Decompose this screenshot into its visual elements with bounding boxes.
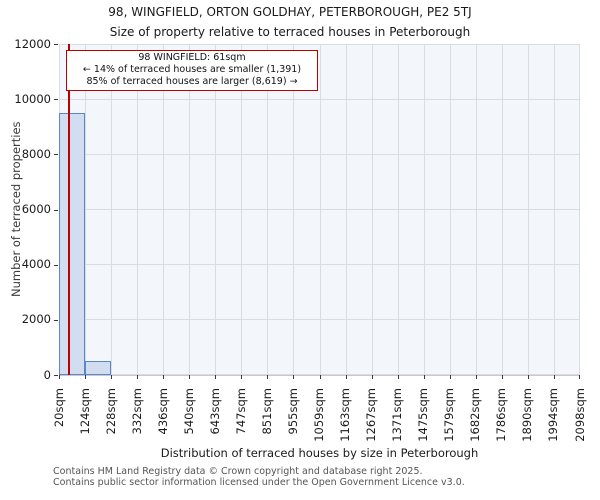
tick-mark <box>59 375 60 379</box>
gridline <box>111 44 113 375</box>
annotation-larger-stat: 85% of terraced houses are larger (8,619… <box>86 76 298 88</box>
gridline <box>85 44 87 375</box>
tick-mark <box>449 375 451 379</box>
tick-mark <box>293 375 295 379</box>
gridline <box>579 44 580 375</box>
gridline <box>527 44 529 375</box>
y-tick-label: 4000 <box>21 257 51 272</box>
y-tick-label: 2000 <box>21 312 51 327</box>
tick-mark <box>267 375 269 379</box>
tick-mark <box>215 375 217 379</box>
x-tick-label: 20sqm <box>51 388 66 428</box>
x-tick-label: 1579sqm <box>442 388 457 442</box>
tick-mark <box>54 44 58 45</box>
tick-mark <box>345 375 347 379</box>
gridline <box>267 44 269 375</box>
gridline <box>241 44 243 375</box>
tick-mark <box>137 375 139 379</box>
annotation-box: 98 WINGFIELD: 61sqm ← 14% of terraced ho… <box>66 50 318 92</box>
x-tick-label: 1786sqm <box>494 388 509 442</box>
x-tick-label: 851sqm <box>259 388 274 435</box>
tick-mark <box>54 375 58 376</box>
x-tick-label: 332sqm <box>129 388 144 435</box>
y-tick-label: 12000 <box>14 36 51 51</box>
footer-attribution-hmlr: Contains HM Land Registry data © Crown c… <box>53 466 423 477</box>
gridline <box>371 44 373 375</box>
y-tick-label: 10000 <box>14 91 51 106</box>
y-tick-label: 0 <box>43 367 51 382</box>
tick-mark <box>397 375 399 379</box>
x-tick-label: 1682sqm <box>468 388 483 442</box>
x-tick-label: 1371sqm <box>390 388 405 442</box>
plot-area: 98 WINGFIELD: 61sqm ← 14% of terraced ho… <box>59 44 580 375</box>
x-tick-label: 124sqm <box>77 388 92 435</box>
y-axis-tick-labels: 0 2000 4000 6000 8000 10000 12000 <box>0 37 51 382</box>
gridline <box>137 44 139 375</box>
tick-mark <box>579 375 580 379</box>
chart-subtitle: Size of property relative to terraced ho… <box>109 24 471 39</box>
tick-mark <box>319 375 321 379</box>
tick-mark <box>527 375 529 379</box>
tick-mark <box>54 209 58 211</box>
gridline <box>163 44 165 375</box>
x-tick-label: 1475sqm <box>416 388 431 442</box>
footer-attribution-ogl: Contains public sector information licen… <box>53 477 465 488</box>
gridline <box>397 44 399 375</box>
x-tick-label: 1994sqm <box>546 388 561 442</box>
tick-mark <box>475 375 477 379</box>
gridline <box>553 44 555 375</box>
subject-size-marker-line <box>68 44 71 375</box>
x-tick-label: 436sqm <box>155 388 170 435</box>
tick-mark <box>54 264 58 266</box>
x-tick-label: 643sqm <box>207 388 222 435</box>
gridline <box>423 44 425 375</box>
x-tick-label: 2098sqm <box>572 388 587 442</box>
histogram-bar <box>59 112 86 375</box>
gridline <box>189 44 191 375</box>
tick-mark <box>553 375 555 379</box>
x-tick-label: 1163sqm <box>338 388 353 442</box>
footer-attribution: Contains HM Land Registry data © Crown c… <box>53 466 465 488</box>
x-tick-label: 1890sqm <box>520 388 535 442</box>
x-tick-label: 540sqm <box>181 388 196 435</box>
tick-mark <box>371 375 373 379</box>
tick-mark <box>501 375 503 379</box>
tick-mark <box>423 375 425 379</box>
histogram-bar <box>85 361 112 375</box>
gridline <box>293 44 295 375</box>
tick-mark <box>54 99 58 101</box>
gridline <box>501 44 503 375</box>
tick-mark <box>54 154 58 156</box>
tick-mark <box>163 375 165 379</box>
annotation-title: 98 WINGFIELD: 61sqm <box>138 52 246 63</box>
title-block: 98, WINGFIELD, ORTON GOLDHAY, PETERBOROU… <box>0 3 580 42</box>
gridline <box>449 44 451 375</box>
y-tick-label: 6000 <box>21 202 51 216</box>
gridline <box>215 44 217 375</box>
tick-mark <box>241 375 243 379</box>
x-tick-label: 1267sqm <box>364 388 379 442</box>
x-tick-label: 1059sqm <box>312 388 326 442</box>
x-tick-label: 228sqm <box>103 388 118 435</box>
x-tick-label: 747sqm <box>233 388 248 435</box>
gridline <box>475 44 477 375</box>
chart-title: 98, WINGFIELD, ORTON GOLDHAY, PETERBOROU… <box>108 5 472 19</box>
gridline <box>345 44 347 375</box>
tick-mark <box>85 375 87 379</box>
y-tick-label: 8000 <box>21 146 51 161</box>
tick-mark <box>111 375 113 379</box>
annotation-smaller-stat: ← 14% of terraced houses are smaller (1,… <box>82 64 302 76</box>
x-tick-label: 955sqm <box>285 388 300 435</box>
x-axis-label: Distribution of terraced houses by size … <box>160 446 479 460</box>
tick-mark <box>54 319 58 321</box>
tick-mark <box>189 375 191 379</box>
gridline <box>319 44 321 375</box>
